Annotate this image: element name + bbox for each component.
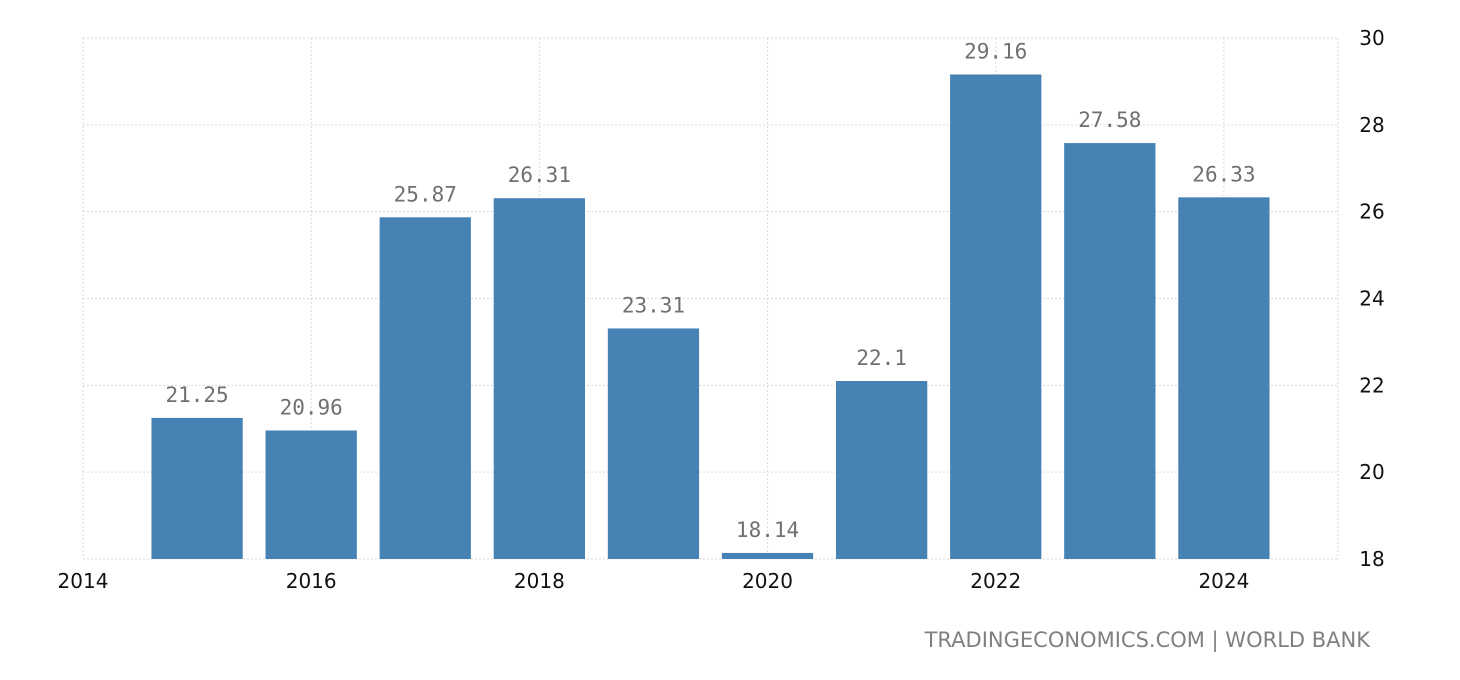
x-tick-label: 2014 [58,569,109,593]
x-tick-label: 2018 [514,569,565,593]
bar [151,417,243,559]
bar [265,430,357,559]
y-axis-ticks: 18 20 22 24 26 28 30 [1359,26,1384,571]
y-tick-label: 26 [1359,200,1384,224]
x-tick-label: 2022 [970,569,1021,593]
data-labels: 21.25 20.96 25.87 26.31 23.31 18.14 22.1 29.16 2… [165,39,1255,541]
y-tick-label: 28 [1359,113,1384,137]
y-tick-label: 24 [1359,287,1384,311]
bars [151,74,1270,559]
data-label: 27.58 [1078,108,1141,132]
x-axis-ticks: 2014 2016 2018 2020 2022 2024 [58,569,1250,593]
y-tick-label: 18 [1359,547,1384,571]
data-label: 20.96 [280,395,343,419]
bar [493,198,585,559]
y-tick-label: 20 [1359,460,1384,484]
bar [1064,143,1156,559]
bar [836,380,928,559]
x-tick-label: 2016 [286,569,337,593]
data-label: 23.31 [622,293,685,317]
data-label: 18.14 [736,518,799,542]
bar [950,74,1042,559]
bar [379,217,471,559]
data-label: 29.16 [964,39,1027,63]
y-tick-label: 22 [1359,373,1384,397]
data-label: 26.33 [1192,162,1255,186]
data-label: 21.25 [165,383,228,407]
data-label: 22.1 [856,346,907,370]
y-tick-label: 30 [1359,26,1384,50]
x-tick-label: 2024 [1198,569,1249,593]
x-tick-label: 2020 [742,569,793,593]
data-label: 26.31 [508,163,571,187]
source-credit: TRADINGECONOMICS.COM | WORLD BANK [924,628,1370,652]
bar [607,328,700,559]
bar [1178,197,1270,559]
data-label: 25.87 [394,182,457,206]
bar [721,552,814,559]
